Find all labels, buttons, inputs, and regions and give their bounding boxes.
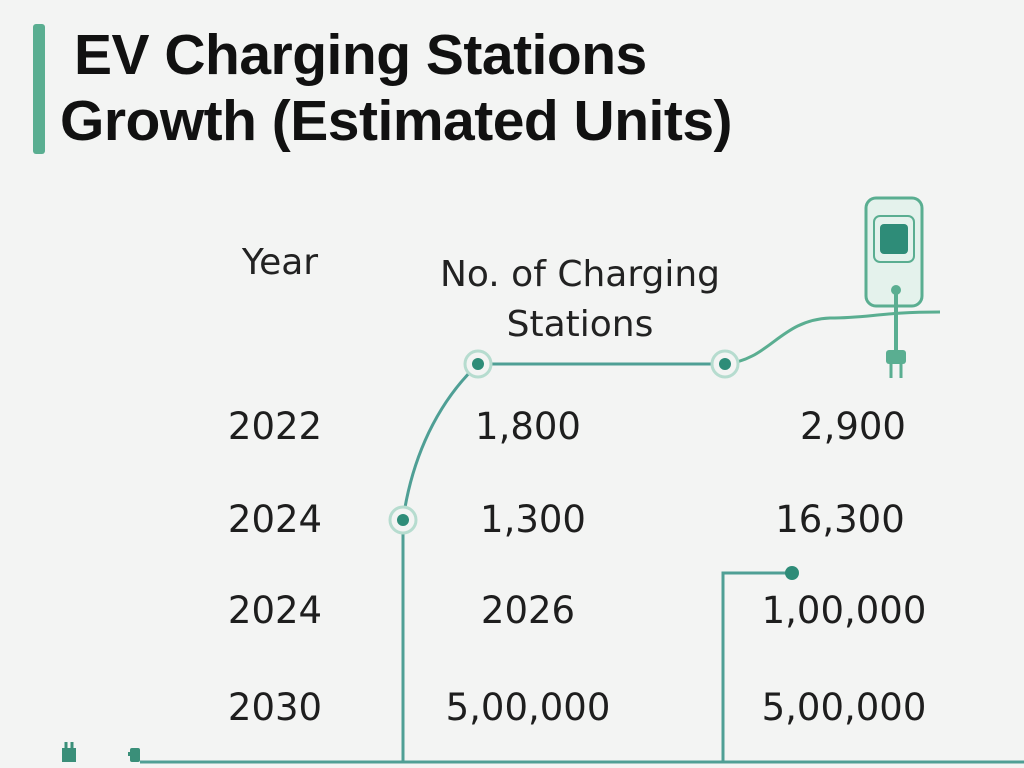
title-line-2: Growth (Estimated Units)	[60, 89, 733, 153]
page-title: EV Charging Stations Growth (Estimated U…	[60, 22, 1000, 154]
row-3-col2: 2026	[480, 589, 576, 632]
charging-station-icon	[864, 196, 924, 378]
row-4-year: 2030	[227, 686, 323, 729]
node-dot-1	[388, 505, 418, 535]
node-dot-3	[710, 349, 740, 379]
row-2-col3: 16,300	[775, 498, 905, 541]
plug-icon	[62, 742, 140, 762]
row-2-year: 2024	[227, 498, 323, 541]
node-dot-4	[785, 566, 799, 580]
row-1-col2: 1,800	[475, 405, 581, 448]
row-2-col2: 1,300	[480, 498, 586, 541]
row-4-col2: 5,00,000	[445, 686, 611, 729]
row-1-col3: 2,900	[800, 405, 906, 448]
node-dot-2	[463, 349, 493, 379]
row-3-year: 2024	[227, 589, 323, 632]
right-flow-line	[721, 571, 790, 762]
title-line-1: EV Charging Stations	[74, 23, 647, 87]
row-1-year: 2022	[227, 405, 323, 448]
row-3-col3: 1,00,000	[761, 589, 927, 632]
header-stations: No. of Charging Stations	[439, 254, 721, 345]
header-year: Year	[241, 242, 319, 283]
title-accent-bar	[33, 24, 45, 154]
row-4-col3: 5,00,000	[761, 686, 927, 729]
